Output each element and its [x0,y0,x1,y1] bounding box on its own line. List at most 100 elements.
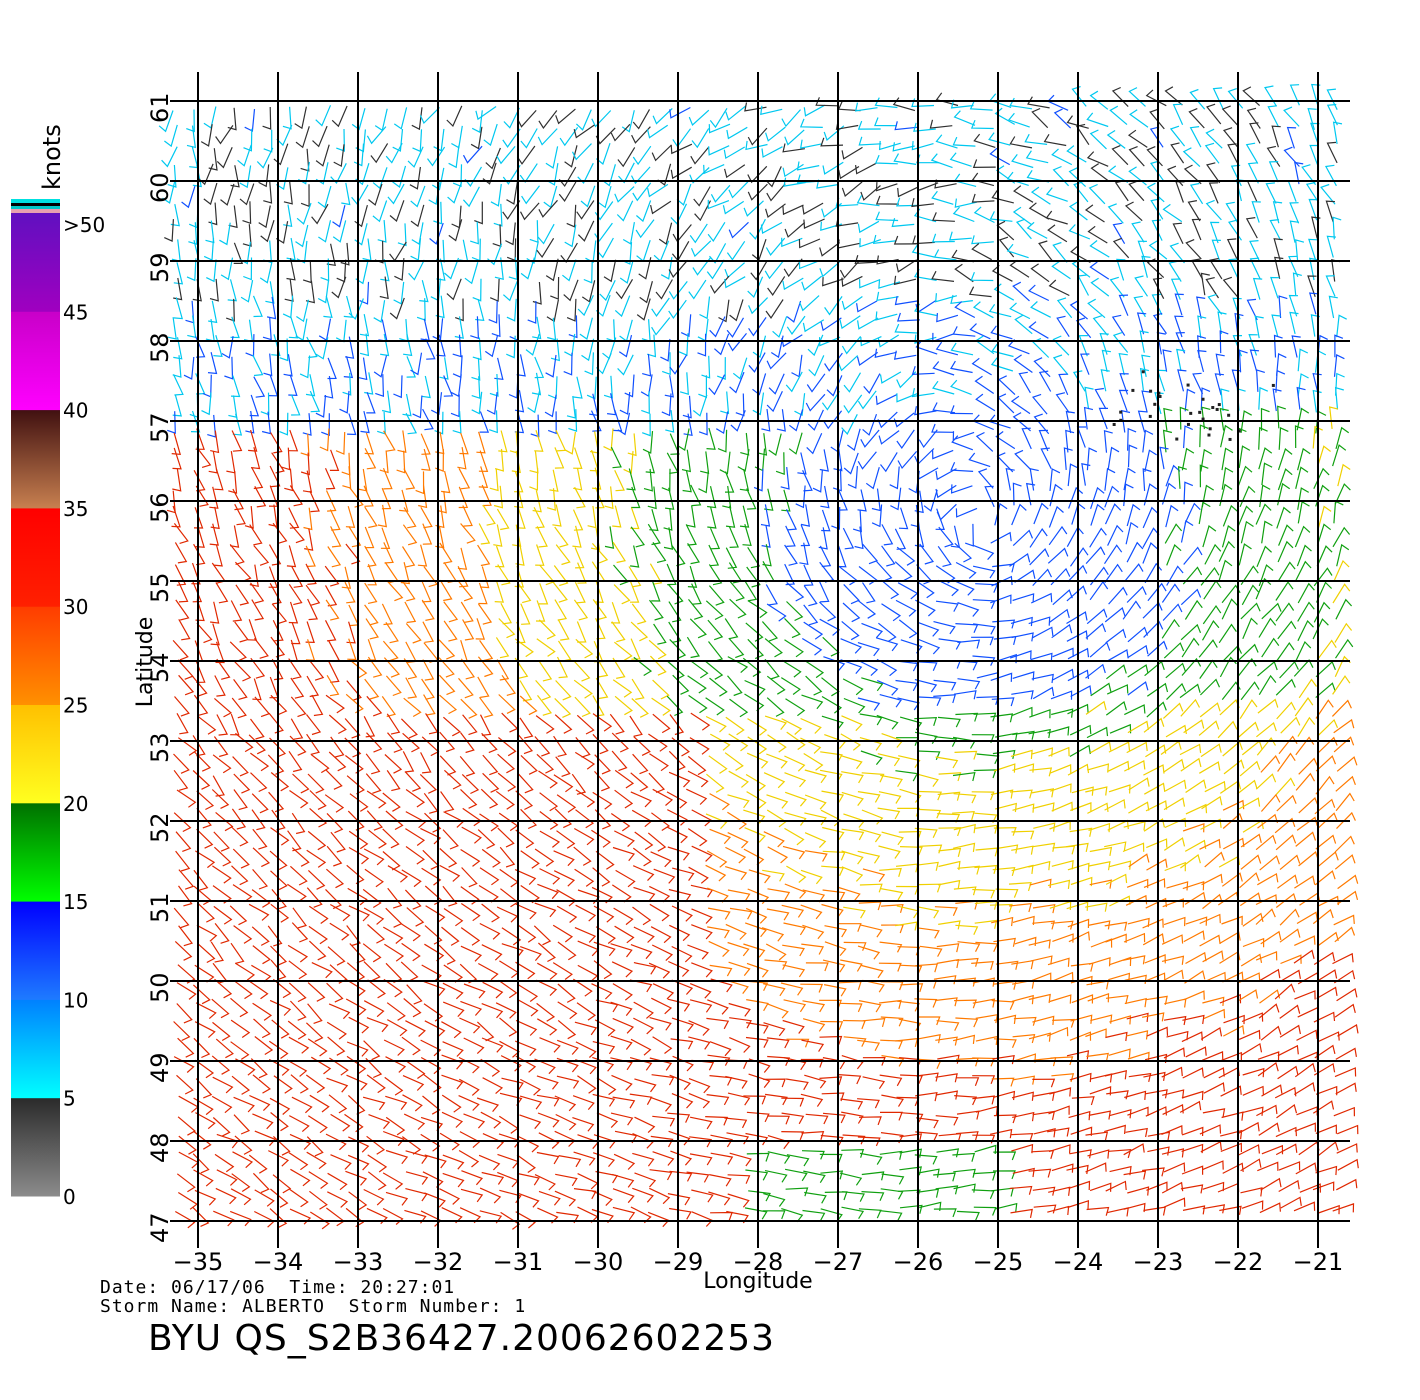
wind-barb [708,544,720,567]
wind-barb [911,235,935,245]
wind-barb [988,303,1012,318]
wind-barb [402,1075,425,1091]
wind-barb [724,1117,748,1129]
wind-barb [1107,760,1130,772]
wind-barb [231,826,249,847]
wind-barb [651,317,671,336]
wind-barb [573,599,589,621]
wind-barb [621,110,635,133]
wind-barb [1219,407,1229,431]
wind-barb [1238,972,1261,983]
wind-barb [1205,103,1222,125]
wind-barb [1318,851,1339,867]
wind-barb [553,870,576,887]
wind-barb [1220,1085,1242,1097]
wind-barb [212,1021,231,1042]
wind-barb [573,1151,596,1166]
wind-barb [462,145,483,164]
wind-barb [766,697,785,717]
wind-barb [1294,935,1316,946]
wind-barb [290,394,301,416]
wind-barb [233,1114,251,1135]
wind-barb [706,850,728,868]
wind-barb [974,864,998,874]
wind-barb [1198,501,1211,525]
wind-barb [1205,277,1220,299]
wind-barb [335,319,347,343]
wind-barb [1029,878,1052,888]
wind-barb [992,749,1016,760]
wind-barb [219,222,231,246]
wind-barb [215,1187,237,1205]
wind-barb [710,184,731,203]
wind-barb [1258,617,1277,638]
wind-barb [1200,1027,1223,1040]
wind-barb [1161,1148,1185,1158]
wind-barb [1201,873,1223,886]
wind-barb [263,353,273,377]
wind-barb [1161,934,1184,945]
wind-barb [384,562,399,584]
wind-barb [594,754,611,775]
wind-barb [347,887,368,906]
wind-barb [1112,332,1129,353]
wind-barb [764,488,774,511]
wind-barb [1278,1161,1301,1171]
wind-barb [719,451,731,475]
wind-barb [881,1055,905,1067]
wind-barb [593,941,616,957]
rain-flag-marker [1141,370,1145,374]
wind-barb [1029,767,1053,777]
wind-barb [405,1020,426,1037]
wind-barb [496,906,519,923]
wind-barb [392,129,404,152]
wind-barb [764,260,784,280]
wind-barb [878,140,901,151]
wind-barb [498,694,516,714]
wind-barb [448,219,463,242]
wind-barb [649,1057,673,1071]
wind-barb [555,430,567,452]
wind-barb [1223,1014,1245,1025]
wind-barb [819,1035,843,1045]
wind-barb [1056,297,1073,319]
wind-barb [824,1191,848,1201]
wind-barb [1032,842,1056,852]
wind-barb [1191,218,1202,241]
wind-barb [193,1169,214,1187]
wind-barb [1009,1185,1033,1195]
wind-barb [353,143,365,167]
wind-barb [592,1152,616,1167]
wind-barb [667,809,688,826]
wind-barb [935,1036,958,1046]
wind-barb [347,1094,366,1115]
wind-barb [761,621,779,642]
wind-barb [630,621,649,642]
wind-barb [1052,971,1074,982]
wind-barb [327,1036,346,1056]
wind-barb [1146,682,1169,697]
wind-barb [439,731,456,753]
wind-barb [804,1074,827,1089]
wind-barb [686,788,708,805]
wind-barb [501,943,524,958]
wind-barb [651,1074,675,1086]
wind-barb [1086,726,1109,739]
latitude-tick-label: 60 [146,172,174,203]
wind-barb [894,295,918,306]
wind-barb [969,323,991,340]
wind-barb [786,1038,810,1048]
wind-barb [991,343,1014,358]
wind-barb [203,106,217,129]
wind-barb [911,387,935,398]
wind-barb [271,809,286,831]
wind-barb [203,182,218,206]
wind-barb [462,619,475,641]
wind-barb [287,883,307,902]
wind-barb [1334,483,1351,505]
wind-barb [1237,657,1257,677]
wind-barb [227,279,238,302]
wind-barb [895,770,919,782]
wind-barb [1086,112,1109,128]
wind-barb [193,1130,212,1150]
